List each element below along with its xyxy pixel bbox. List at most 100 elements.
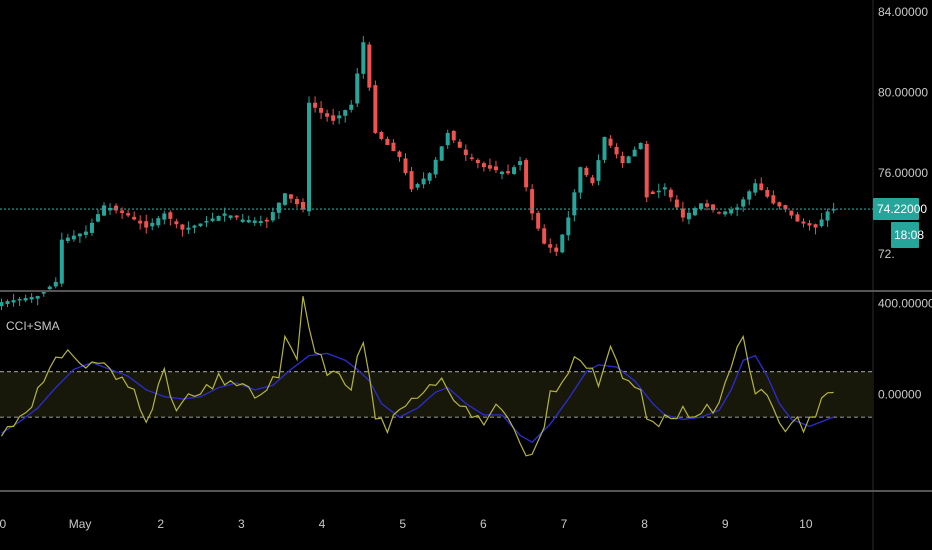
candle <box>518 156 523 171</box>
candle-body <box>294 199 299 205</box>
candle-body <box>801 221 806 224</box>
candle <box>331 108 336 125</box>
candle-body <box>156 218 161 226</box>
candle <box>198 223 203 228</box>
candle <box>463 144 468 162</box>
candle-body <box>162 213 167 220</box>
indicator-axis-ticks: 400.00000 0.00000 <box>878 296 932 401</box>
candle-body <box>246 220 251 223</box>
candle <box>11 293 16 307</box>
candle <box>560 234 565 254</box>
candle <box>294 196 299 208</box>
candle <box>572 189 577 222</box>
candle <box>753 178 758 196</box>
price-pane[interactable] <box>0 36 873 311</box>
candle-body <box>548 244 553 248</box>
candle <box>608 135 613 148</box>
candle <box>662 183 667 196</box>
candle-body <box>530 189 535 214</box>
candle <box>337 110 342 125</box>
candle-body <box>765 189 770 197</box>
candle-body <box>71 235 76 240</box>
time-tick-label: 4 <box>319 517 326 531</box>
candle-body <box>747 191 752 200</box>
candle <box>831 202 836 214</box>
candle <box>620 151 625 168</box>
candle-body <box>680 208 685 218</box>
indicator-tick-label: 0.00000 <box>878 387 922 401</box>
candle-body <box>95 214 100 222</box>
candle-body <box>252 220 257 223</box>
candle-body <box>421 178 426 185</box>
candle <box>307 96 312 217</box>
candle <box>530 184 535 221</box>
candle-body <box>276 202 281 213</box>
candle-body <box>192 225 197 228</box>
candle-body <box>144 221 149 228</box>
candle <box>602 136 607 164</box>
candle <box>391 139 396 152</box>
candle-body <box>578 167 583 193</box>
price-tick-label: 80.00000 <box>878 86 928 100</box>
candle <box>319 101 324 120</box>
candle <box>252 217 257 226</box>
candle <box>313 96 318 113</box>
time-tick-label: 6 <box>480 517 487 531</box>
candle-body <box>656 190 661 193</box>
candle <box>29 293 34 303</box>
indicator-band-fill <box>0 371 873 418</box>
candle-body <box>650 191 655 195</box>
candle-body <box>512 167 517 174</box>
price-tick-label: 84.00000 <box>878 5 928 19</box>
candle-body <box>126 213 131 216</box>
candle-body <box>240 219 245 222</box>
candle <box>451 130 456 144</box>
candle-body <box>77 233 82 237</box>
candle-body <box>783 205 788 210</box>
time-tick-label: 30 <box>0 517 6 531</box>
candle-body <box>301 202 305 210</box>
candle-body <box>228 215 233 218</box>
candle-body <box>542 228 547 244</box>
candle-body <box>17 299 22 301</box>
candle-body <box>463 149 468 156</box>
candle <box>343 109 348 123</box>
candle-body <box>590 177 595 184</box>
candle <box>325 109 330 122</box>
candle-body <box>204 221 209 223</box>
candle-body <box>717 212 722 214</box>
candle-body <box>89 222 94 233</box>
candle <box>789 210 794 219</box>
candle-body <box>307 102 312 212</box>
candle <box>210 212 215 223</box>
candle-body <box>379 132 384 139</box>
candle-body <box>47 286 52 290</box>
candle-body <box>620 155 625 164</box>
candle <box>759 177 764 191</box>
candle-body <box>331 115 336 121</box>
candle <box>246 215 251 224</box>
price-candles <box>0 36 836 311</box>
candle-body <box>397 151 402 158</box>
candle <box>680 201 685 222</box>
indicator-pane[interactable]: CCI+SMA <box>0 296 873 457</box>
candle <box>186 221 191 234</box>
candle <box>367 41 372 91</box>
time-tick-label: 9 <box>722 517 729 531</box>
candle <box>819 212 824 228</box>
candle-body <box>560 234 565 253</box>
candle-body <box>29 297 34 300</box>
candle-body <box>602 136 607 160</box>
candle <box>144 214 149 234</box>
candle-body <box>409 171 414 190</box>
candle-body <box>771 195 776 204</box>
candle <box>487 158 492 172</box>
candle <box>415 182 420 191</box>
candle-body <box>536 212 541 229</box>
candle <box>771 190 776 205</box>
candle <box>83 225 88 239</box>
candle <box>469 153 474 162</box>
candle-body <box>626 156 631 164</box>
